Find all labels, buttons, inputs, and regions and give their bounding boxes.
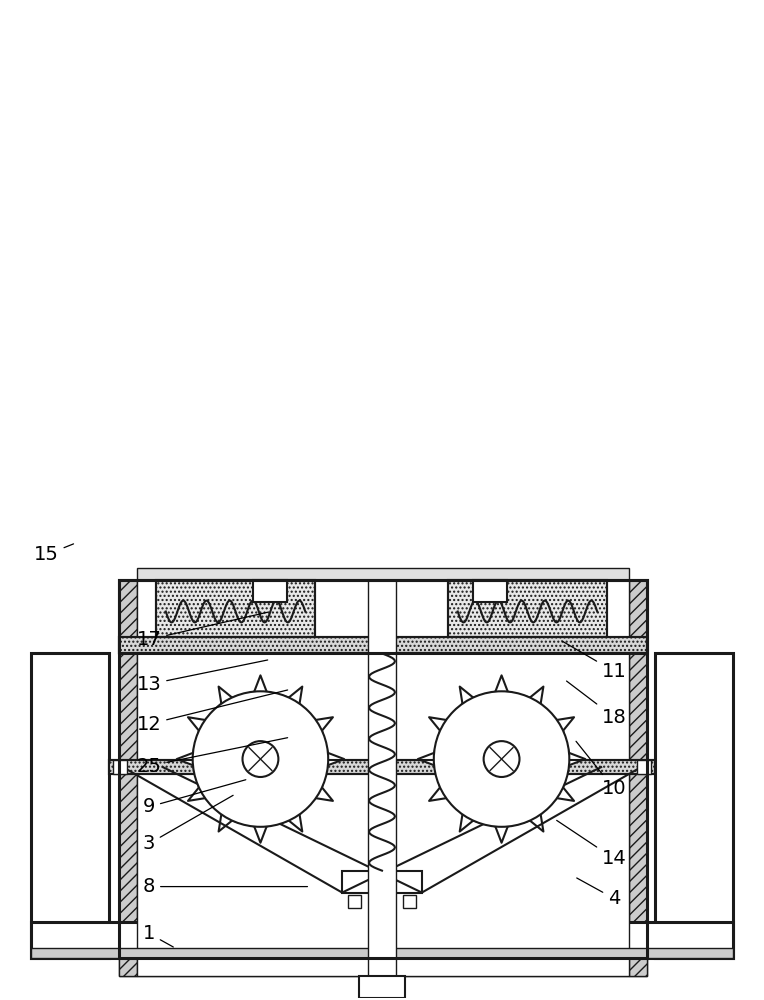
Text: 10: 10: [576, 741, 626, 798]
Text: 25: 25: [137, 738, 287, 776]
Text: 1: 1: [143, 924, 173, 947]
Text: 15: 15: [34, 544, 73, 564]
Text: 18: 18: [567, 681, 626, 727]
Circle shape: [484, 741, 520, 777]
Bar: [368, 580, 396, 976]
Text: 9: 9: [143, 780, 246, 816]
Bar: [156, 580, 316, 637]
Bar: [119, 637, 647, 653]
Bar: [403, 895, 416, 908]
Bar: [119, 637, 647, 653]
Circle shape: [242, 741, 278, 777]
Text: 17: 17: [137, 612, 267, 649]
Bar: [448, 580, 607, 637]
Bar: [109, 760, 655, 774]
Bar: [31, 922, 733, 958]
Text: 12: 12: [137, 690, 287, 734]
Bar: [137, 580, 629, 976]
Bar: [119, 580, 647, 653]
Text: 14: 14: [557, 820, 626, 868]
Bar: [119, 958, 647, 976]
Bar: [348, 895, 361, 908]
Bar: [31, 948, 733, 958]
Text: 4: 4: [577, 878, 620, 908]
Circle shape: [193, 691, 329, 827]
Bar: [342, 871, 422, 893]
Bar: [369, 580, 395, 871]
Bar: [137, 568, 629, 580]
Text: 8: 8: [143, 877, 307, 896]
Bar: [473, 580, 507, 602]
Polygon shape: [176, 675, 344, 843]
Bar: [31, 653, 109, 958]
Bar: [113, 760, 127, 774]
Circle shape: [434, 691, 569, 827]
Bar: [637, 760, 651, 774]
Bar: [254, 580, 287, 602]
Bar: [109, 760, 655, 774]
Bar: [359, 976, 405, 998]
Text: 3: 3: [143, 795, 233, 853]
Bar: [655, 653, 733, 958]
Bar: [156, 580, 316, 637]
Polygon shape: [418, 675, 585, 843]
Text: 11: 11: [562, 641, 626, 681]
Bar: [448, 580, 607, 637]
Bar: [119, 580, 647, 958]
Bar: [629, 580, 647, 976]
Text: 13: 13: [137, 660, 267, 694]
Bar: [119, 580, 137, 976]
